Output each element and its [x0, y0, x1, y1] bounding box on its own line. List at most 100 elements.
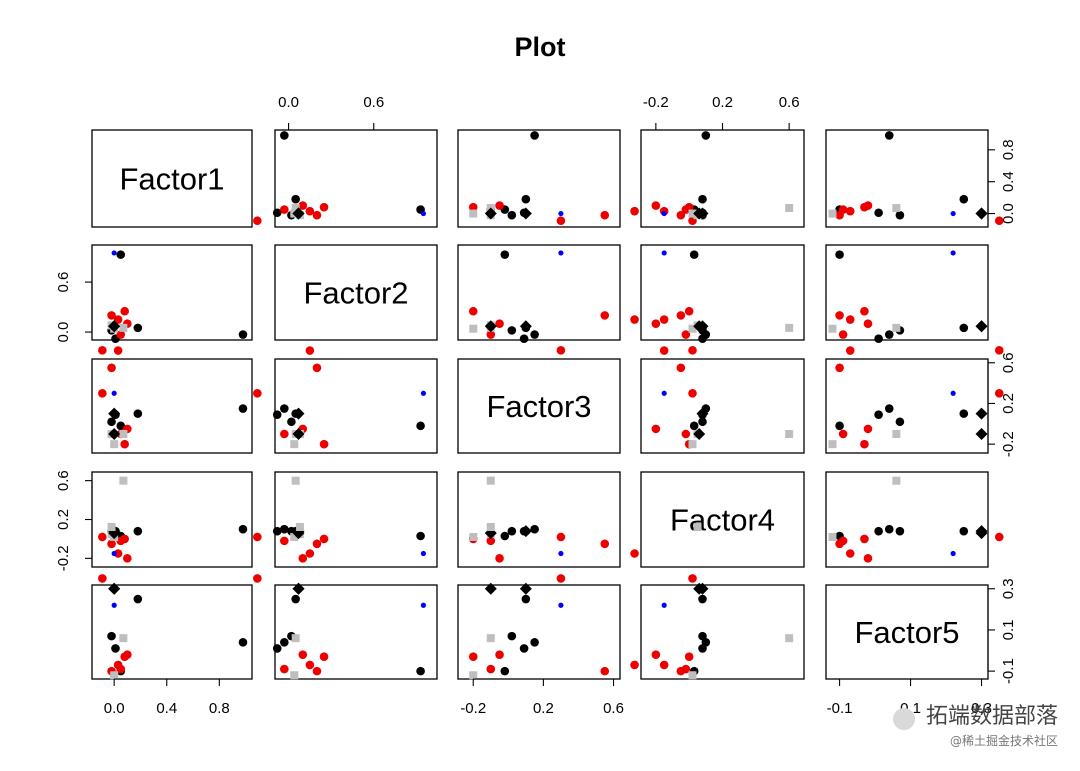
point-gray-square — [785, 429, 794, 438]
point-blue — [661, 390, 667, 396]
point-red — [113, 346, 123, 355]
point-red — [495, 201, 504, 210]
point-black — [238, 330, 248, 339]
point-black — [519, 334, 529, 343]
point-red — [863, 201, 873, 210]
point-red — [486, 330, 496, 339]
point-red — [120, 306, 129, 316]
point-gray-square — [828, 440, 837, 449]
point-gray-square — [688, 671, 697, 680]
point-gray-square — [693, 522, 702, 531]
point-black — [698, 594, 707, 604]
point-black — [884, 330, 894, 339]
point-black — [530, 524, 539, 534]
point-red — [838, 536, 848, 546]
point-red — [651, 650, 661, 659]
point-red — [298, 201, 308, 210]
point-red — [486, 536, 496, 546]
point-gray-square — [892, 476, 901, 485]
point-black — [133, 594, 143, 604]
point-black — [701, 330, 711, 339]
point-red — [98, 388, 107, 398]
point-black — [895, 210, 905, 220]
point-red — [305, 660, 315, 670]
point-gray-square — [119, 634, 128, 643]
point-black — [959, 526, 969, 536]
point-black — [280, 404, 289, 413]
point-red — [319, 439, 329, 449]
point-red — [684, 202, 694, 212]
point-red — [676, 363, 686, 373]
panel-3-5 — [825, 358, 989, 454]
point-red — [253, 216, 262, 226]
diagonal-label-factor5: Factor5 — [854, 615, 959, 650]
chart-title: Plot — [515, 32, 566, 62]
point-gray-square — [119, 476, 128, 485]
point-red — [98, 532, 107, 542]
point-red — [838, 330, 848, 339]
diagonal-label-factor1: Factor1 — [119, 162, 224, 197]
point-black-diamond — [519, 582, 532, 595]
point-red — [298, 650, 308, 659]
point-gray-square — [290, 671, 299, 680]
point-black — [521, 194, 531, 204]
point-red — [659, 315, 669, 324]
x-tick-label-top: 0.6 — [779, 94, 800, 111]
point-red — [253, 574, 262, 583]
panel-1-3 — [457, 129, 621, 228]
point-red — [684, 652, 694, 662]
point-blue — [420, 210, 427, 217]
point-black — [698, 417, 707, 427]
point-black — [416, 531, 425, 541]
point-blue — [950, 390, 956, 396]
point-blue — [558, 602, 564, 608]
point-red — [630, 660, 639, 670]
point-red — [688, 346, 697, 355]
point-red — [468, 202, 478, 212]
point-gray-square — [291, 203, 300, 212]
point-black-diamond — [484, 582, 497, 595]
panel-5-3 — [457, 584, 621, 680]
point-gray-square — [290, 532, 299, 541]
point-red — [305, 549, 315, 558]
point-red — [495, 319, 504, 329]
point-red — [305, 206, 315, 216]
point-red — [835, 363, 844, 373]
point-red — [630, 315, 639, 324]
y-tick-label-left: 0.0 — [55, 322, 72, 343]
y-tick-label-right: 0.0 — [1000, 203, 1017, 224]
x-tick-label-top: 0.0 — [278, 94, 299, 111]
y-tick-label-right: 0.1 — [1000, 620, 1017, 641]
point-black — [874, 526, 883, 536]
point-black — [133, 323, 143, 333]
point-blue — [420, 602, 427, 608]
point-red — [676, 311, 686, 320]
panel-3-1 — [91, 358, 253, 454]
watermark: 拓端数据部落 @稀土掘金技术社区 — [892, 698, 1058, 749]
point-black — [835, 421, 844, 431]
point-red — [312, 210, 322, 220]
point-black — [959, 409, 969, 418]
point-red — [845, 549, 855, 558]
point-black — [895, 417, 905, 427]
point-blue — [558, 210, 564, 217]
point-black — [287, 417, 296, 427]
diagonal-label-factor3: Factor3 — [486, 389, 591, 424]
point-black — [500, 250, 510, 259]
point-black-diamond — [975, 525, 988, 538]
diagonal-label-factor4: Factor4 — [670, 503, 775, 538]
point-black — [507, 210, 517, 220]
panel-3-4 — [640, 358, 805, 454]
point-red — [681, 429, 691, 439]
x-tick-label-bottom: 0.0 — [104, 700, 125, 717]
point-red — [860, 306, 869, 316]
point-red — [835, 311, 844, 320]
point-black — [521, 594, 531, 604]
point-black — [959, 323, 969, 333]
point-black — [500, 531, 510, 541]
panel-5-4 — [640, 584, 805, 680]
point-black — [291, 594, 300, 604]
point-red — [681, 664, 691, 674]
watermark-sub: @稀土掘金技术社区 — [949, 734, 1058, 748]
